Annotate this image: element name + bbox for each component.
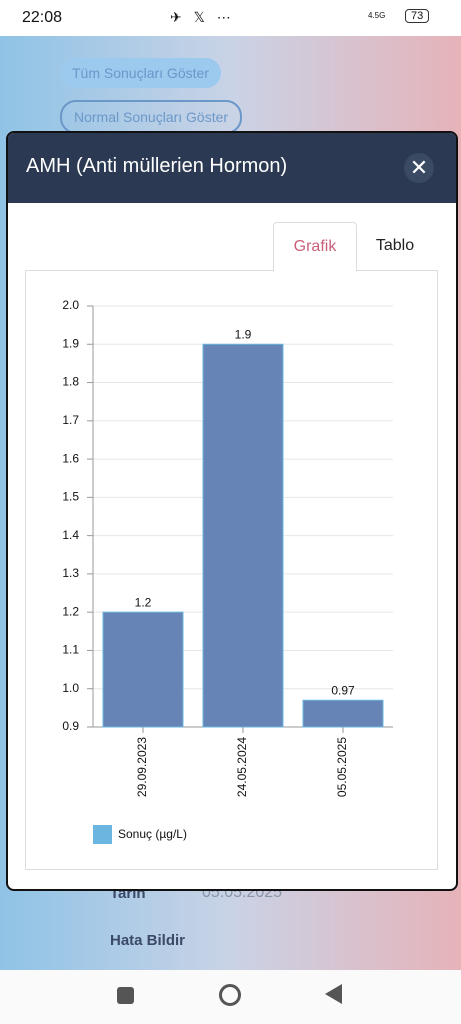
back-button[interactable] — [325, 984, 342, 1004]
close-button[interactable]: ✕ — [404, 153, 434, 183]
tab[interactable]: Grafik — [273, 222, 357, 272]
bar — [202, 343, 284, 728]
bar — [302, 699, 384, 728]
y-tick-label: 2.0 — [62, 298, 79, 312]
nav-bar — [0, 970, 461, 1024]
modal-title: AMH (Anti müllerien Hormon) — [26, 155, 288, 177]
x-tick-label: 24.05.2024 — [235, 737, 249, 797]
legend-swatch — [93, 825, 112, 844]
home-button[interactable] — [219, 984, 241, 1006]
y-tick-label: 1.4 — [62, 528, 79, 542]
y-tick-label: 1.5 — [62, 490, 79, 504]
status-bar: 22:08 ✈ 𝕏 ⋯ 4.5G 73 — [0, 0, 461, 36]
bar — [102, 611, 184, 728]
legend-label: Sonuç (µg/L) — [118, 827, 187, 841]
x-tick-label: 29.09.2023 — [135, 737, 149, 797]
modal-header: AMH (Anti müllerien Hormon) ✕ — [8, 133, 456, 203]
status-icons: ✈ 𝕏 ⋯ — [170, 9, 235, 25]
recent-button[interactable] — [117, 987, 134, 1004]
battery: 73 — [405, 9, 430, 23]
bg-button[interactable]: Tüm Sonuçları Göster — [60, 58, 221, 88]
chart-panel — [25, 270, 438, 870]
value-label: 1.9 — [235, 327, 252, 341]
network: 4.5G — [368, 11, 386, 20]
y-tick-label: 1.2 — [62, 604, 79, 618]
y-tick-label: 1.0 — [62, 681, 79, 695]
value-label: 0.97 — [331, 683, 355, 697]
y-tick-label: 1.3 — [62, 566, 79, 580]
x-tick-label: 05.05.2025 — [335, 737, 349, 797]
time: 22:08 — [22, 9, 63, 26]
y-tick-label: 1.1 — [62, 643, 79, 657]
value-label: 1.2 — [135, 595, 152, 609]
y-tick-label: 0.9 — [62, 719, 79, 733]
y-tick-label: 1.7 — [62, 413, 79, 427]
y-tick-label: 1.8 — [62, 375, 79, 389]
y-tick-label: 1.9 — [62, 336, 79, 350]
report-label: Hata Bildir — [110, 932, 186, 949]
y-tick-label: 1.6 — [62, 451, 79, 465]
tab[interactable]: Tablo — [375, 237, 415, 254]
